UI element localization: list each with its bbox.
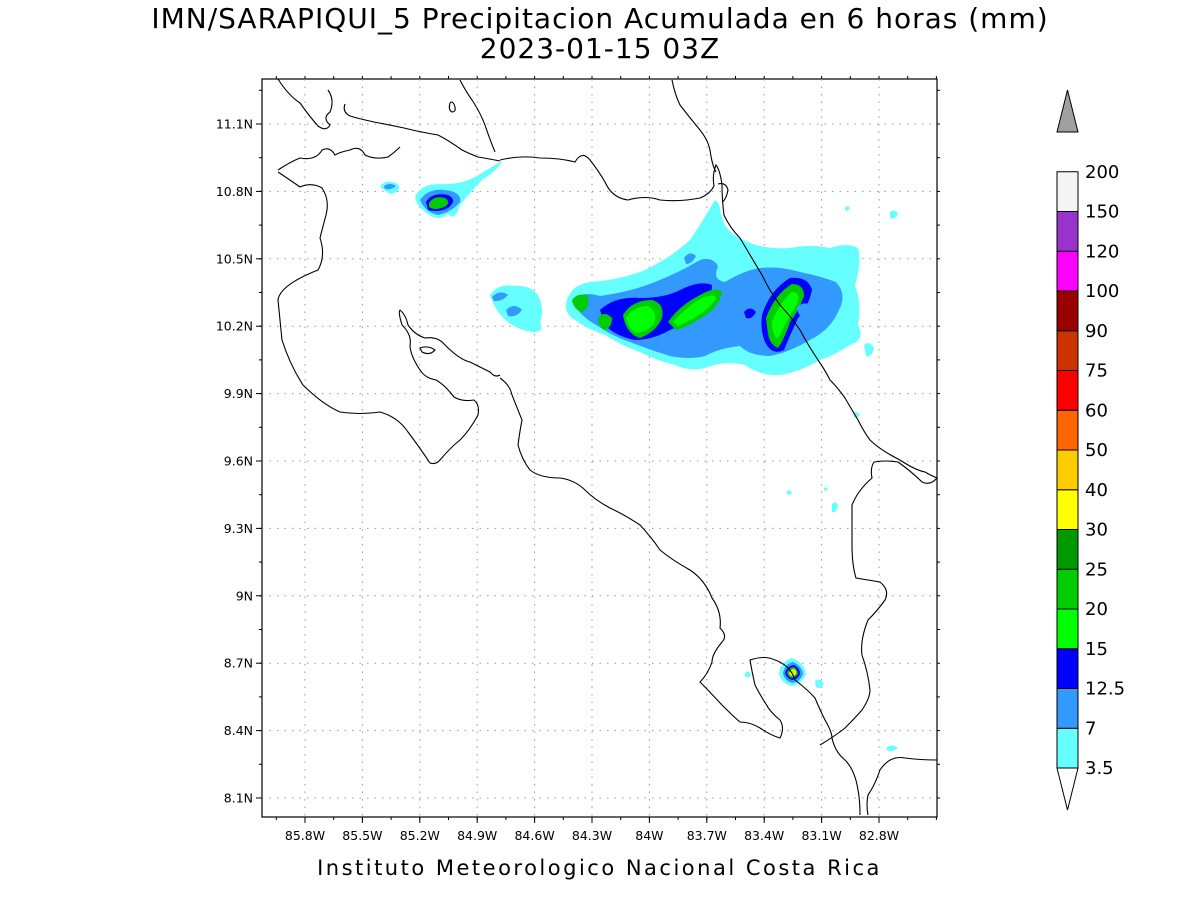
colorbar-label: 7: [1085, 718, 1096, 739]
lat-tick-label: 10.2N: [216, 319, 253, 334]
lat-tick-label: 9.9N: [224, 386, 253, 401]
colorbar-swatch: [1056, 250, 1079, 292]
lat-tick-label: 10.8N: [216, 184, 253, 199]
colorbar-label: 40: [1085, 480, 1108, 501]
lat-tick-label: 10.5N: [216, 251, 253, 266]
lon-tick-label: 83.4W: [744, 828, 784, 843]
colorbar-label: 25: [1085, 559, 1108, 580]
lat-tick-label: 8.1N: [224, 791, 253, 806]
colorbar-swatch: [1056, 290, 1079, 332]
colorbar-swatch: [1056, 330, 1079, 371]
colorbar-lower-arrow: [1056, 767, 1079, 811]
colorbar-swatch: [1056, 211, 1079, 252]
colorbar-label: 90: [1085, 321, 1108, 342]
lon-tick-label: 83.1W: [801, 828, 841, 843]
lon-tick-label: 84.6W: [514, 828, 554, 843]
colorbar-label: 50: [1085, 440, 1108, 461]
lon-tick-label: 85.2W: [400, 828, 440, 843]
lat-tick-label: 11.1N: [216, 117, 253, 132]
colorbar-label: 75: [1085, 361, 1108, 382]
precipitation-field: [380, 161, 898, 752]
graticule: [262, 79, 937, 817]
lat-tick-label: 8.7N: [224, 656, 253, 671]
lon-tick-label: 84.9W: [457, 828, 497, 843]
colorbar-swatch: [1056, 568, 1079, 610]
colorbar-swatch: [1056, 648, 1079, 689]
colorbar-label: 12.5: [1085, 679, 1125, 700]
lon-tick-label: 84.3W: [572, 828, 612, 843]
lon-tick-label: 84W: [635, 828, 663, 843]
axis-ticks: 11.1N 10.8N 10.5N 10.2N 9.9N 9.6N 9.3N 9N 8.7N 8.…: [216, 76, 940, 843]
colorbar-label: 100: [1085, 281, 1119, 302]
precip-cell-northwest: [380, 161, 502, 218]
lon-tick-label: 83.7W: [687, 828, 727, 843]
map-frame: [261, 78, 938, 818]
lon-tick-label: 85.8W: [285, 828, 325, 843]
colorbar-swatch: [1056, 727, 1079, 769]
footer-credit: Instituto Meteorologico Nacional Costa R…: [317, 856, 882, 880]
colorbar-swatch: [1056, 529, 1079, 570]
coastlines: [277, 78, 938, 816]
map-title: IMN/SARAPIQUI_5 Precipitacion Acumulada …: [151, 2, 1049, 35]
colorbar-label: 150: [1085, 202, 1119, 223]
colorbar-label: 120: [1085, 241, 1119, 262]
colorbar-swatch: [1056, 489, 1079, 530]
lon-tick-label: 82.8W: [859, 828, 899, 843]
colorbar-swatch: [1056, 449, 1079, 491]
colorbar-label: 200: [1085, 162, 1119, 183]
precip-band-caribbean: [490, 200, 898, 418]
colorbar-upper-arrow: [1056, 89, 1079, 133]
lat-tick-label: 9N: [236, 588, 253, 603]
colorbar-label: 30: [1085, 520, 1108, 541]
lat-tick-label: 9.6N: [224, 454, 253, 469]
colorbar-swatch: [1056, 688, 1079, 729]
precip-specks: [745, 487, 898, 752]
color-bar: 3.5 7 12.5 15 20 25 30 40 50 60 75 90 100 120 150 200: [1056, 89, 1125, 811]
lat-tick-label: 9.3N: [224, 521, 253, 536]
lon-tick-label: 85.5W: [342, 828, 382, 843]
colorbar-swatch: [1056, 409, 1079, 451]
map-datetime: 2023-01-15 03Z: [479, 32, 721, 65]
colorbar-label: 60: [1085, 400, 1108, 421]
colorbar-label: 15: [1085, 639, 1108, 660]
colorbar-swatch: [1056, 608, 1079, 650]
colorbar-swatch: [1056, 370, 1079, 411]
lat-tick-label: 8.4N: [224, 723, 253, 738]
colorbar-label: 20: [1085, 599, 1108, 620]
colorbar-label: 3.5: [1085, 758, 1114, 779]
colorbar-swatch: [1056, 171, 1079, 212]
